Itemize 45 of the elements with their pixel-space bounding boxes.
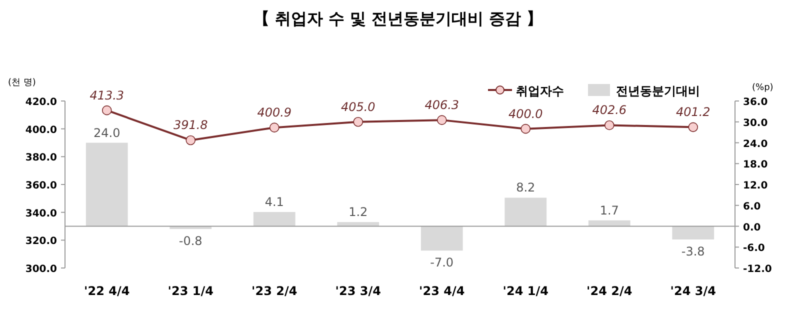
data-label: -7.0: [430, 256, 454, 270]
legend-label: 전년동분기대비: [616, 84, 700, 98]
x-tick-label: '23 4/4: [419, 284, 465, 298]
data-label: 406.3: [424, 98, 460, 112]
y2-tick-label: -12.0: [743, 264, 772, 275]
y-tick-label: 420.0: [25, 97, 58, 108]
y-tick-label: 400.0: [25, 124, 58, 136]
x-tick-label: '24 2/4: [586, 284, 632, 298]
y-axis-title: (천 명): [8, 78, 36, 88]
x-tick-label: '22 4/4: [84, 284, 130, 298]
data-label: 24.0: [94, 126, 120, 140]
x-tick-label: '23 1/4: [168, 284, 214, 298]
legend-label: 취업자수: [516, 84, 564, 98]
y2-axis-title: (%p): [752, 83, 774, 93]
data-label: 405.0: [340, 100, 376, 114]
data-label: 400.0: [508, 106, 544, 121]
y2-tick-label: -6.0: [743, 243, 765, 254]
data-label: 401.2: [676, 105, 710, 120]
y-tick-label: 380.0: [25, 152, 58, 164]
y-tick-label: 340.0: [25, 208, 58, 220]
x-tick-label: '24 3/4: [670, 284, 716, 298]
data-label: 391.8: [173, 118, 208, 132]
x-tick-label: '24 1/4: [502, 284, 548, 298]
data-label: -3.8: [681, 244, 705, 258]
data-label: 1.2: [348, 205, 368, 220]
y2-tick-label: 6.0: [743, 201, 761, 212]
x-tick-label: '23 2/4: [252, 284, 298, 298]
data-label: 402.6: [592, 103, 627, 118]
data-label: 8.2: [516, 180, 536, 195]
x-tick-label: '23 3/4: [335, 284, 381, 298]
y2-tick-label: 36.0: [743, 97, 768, 108]
y2-tick-label: 24.0: [743, 138, 768, 150]
data-label: -0.8: [178, 234, 202, 248]
y2-tick-label: 30.0: [743, 118, 768, 129]
chart-title: 【 취업자 수 및 전년동분기대비 증감 】: [253, 9, 543, 28]
y2-tick-label: 0.0: [743, 222, 761, 234]
y-tick-label: 320.0: [25, 236, 58, 248]
data-label: 413.3: [90, 88, 124, 102]
data-label: 4.1: [264, 194, 284, 209]
y2-tick-label: 18.0: [743, 160, 768, 171]
y-tick-label: 300.0: [25, 264, 58, 275]
y-tick-label: 360.0: [25, 180, 58, 192]
y2-tick-label: 12.0: [743, 180, 768, 192]
data-label: 1.7: [600, 203, 619, 218]
data-label: 400.9: [257, 106, 292, 120]
